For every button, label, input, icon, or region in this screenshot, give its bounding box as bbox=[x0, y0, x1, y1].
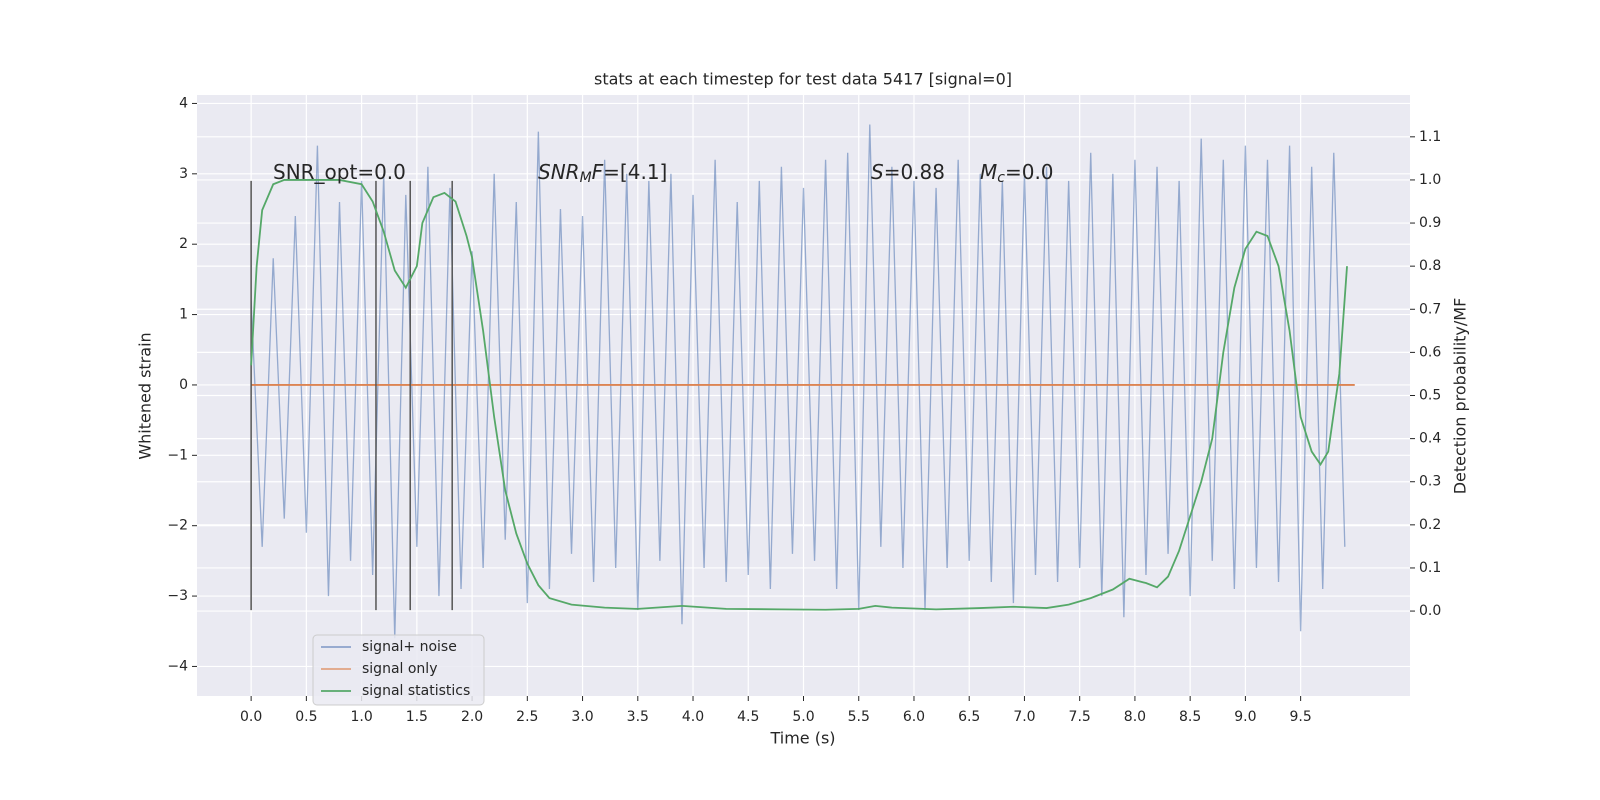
y2-tick-label: 0.4 bbox=[1419, 431, 1441, 447]
x-tick-label: 4.5 bbox=[737, 709, 759, 725]
x-tick-label: 9.0 bbox=[1234, 709, 1256, 725]
series-line bbox=[250, 179, 1348, 611]
y2-tick-label: 0.9 bbox=[1419, 215, 1441, 231]
y2-tick-label: 0.1 bbox=[1419, 560, 1441, 576]
annotation-part: S bbox=[871, 160, 884, 184]
legend-label: signal statistics bbox=[362, 683, 470, 699]
y-tick-label: −2 bbox=[167, 518, 188, 534]
y2-tick-label: 0.0 bbox=[1419, 603, 1441, 619]
x-tick-label: 2.5 bbox=[516, 709, 538, 725]
x-tick-label: 4.0 bbox=[682, 709, 704, 725]
annotation: Mc=0.0 bbox=[980, 160, 1054, 187]
labels: 0.0 0.5 1.0 1.5 2.0 2.5 3.0 3.5 4.0 4.5 5.0 5.5 6.0 6… bbox=[167, 95, 1441, 725]
x-axis-label: Time (s) bbox=[769, 729, 835, 748]
legend-label: signal only bbox=[362, 661, 437, 677]
annotation: SNRMF=[4.1] bbox=[538, 160, 667, 187]
y2-tick-label: 0.2 bbox=[1419, 517, 1441, 533]
x-tick-label: 5.0 bbox=[792, 709, 814, 725]
y-axis-label: Whitened strain bbox=[136, 332, 155, 459]
y2-tick-label: 0.7 bbox=[1419, 301, 1441, 317]
x-tick-label: 6.0 bbox=[903, 709, 925, 725]
annotation-part: =[4.1] bbox=[603, 160, 667, 184]
x-tick-label: 1.0 bbox=[350, 709, 372, 725]
y-tick-label: 1 bbox=[179, 307, 188, 323]
y-tick-label: 3 bbox=[179, 166, 188, 182]
chart-title: stats at each timestep for test data 541… bbox=[594, 70, 1012, 89]
x-tick-label: 2.0 bbox=[461, 709, 483, 725]
y-tick-label: −4 bbox=[167, 658, 188, 674]
y2-tick-label: 0.6 bbox=[1419, 344, 1441, 360]
annotation-part: =0.88 bbox=[884, 160, 945, 184]
y2-tick-label: 1.0 bbox=[1419, 172, 1441, 188]
annotation: S=0.88 bbox=[871, 160, 945, 184]
series-line bbox=[250, 124, 1346, 639]
annotation-part: c bbox=[997, 170, 1005, 186]
y-tick-label: 2 bbox=[179, 236, 188, 252]
annotation-part: M bbox=[580, 170, 592, 186]
annotation-part: SNR_opt=0.0 bbox=[273, 160, 406, 184]
y-tick-label: −3 bbox=[167, 588, 188, 604]
y2-tick-label: 0.8 bbox=[1419, 258, 1441, 274]
annotation-part: =0.0 bbox=[1005, 160, 1054, 184]
x-tick-label: 8.0 bbox=[1124, 709, 1146, 725]
x-tick-label: 3.0 bbox=[571, 709, 593, 725]
annotation-part: F bbox=[592, 160, 604, 184]
legend-label: signal+ noise bbox=[362, 639, 457, 655]
legend-box bbox=[312, 634, 485, 706]
y2-tick-label: 0.5 bbox=[1419, 388, 1441, 404]
x-tick-label: 9.5 bbox=[1289, 709, 1311, 725]
annotation-part: SNR bbox=[538, 160, 580, 184]
x-tick-label: 0.0 bbox=[240, 709, 262, 725]
x-tick-label: 5.5 bbox=[848, 709, 870, 725]
x-tick-label: 6.5 bbox=[958, 709, 980, 725]
x-tick-label: 7.0 bbox=[1013, 709, 1035, 725]
annotation: SNR_opt=0.0 bbox=[273, 160, 406, 184]
marks bbox=[250, 124, 1355, 639]
y-tick-label: 4 bbox=[179, 95, 188, 111]
x-tick-label: 0.5 bbox=[295, 709, 317, 725]
y2-tick-label: 1.1 bbox=[1419, 129, 1441, 145]
x-tick-label: 8.5 bbox=[1179, 709, 1201, 725]
x-tick-label: 1.5 bbox=[406, 709, 428, 725]
y2-axis-label: Detection probability/MF bbox=[1451, 298, 1470, 495]
y2-tick-label: 0.3 bbox=[1419, 474, 1441, 490]
x-tick-label: 3.5 bbox=[627, 709, 649, 725]
y-tick-label: −1 bbox=[167, 447, 188, 463]
y-tick-label: 0 bbox=[179, 377, 188, 393]
annotation-part: M bbox=[980, 160, 997, 184]
x-tick-label: 7.5 bbox=[1069, 709, 1091, 725]
